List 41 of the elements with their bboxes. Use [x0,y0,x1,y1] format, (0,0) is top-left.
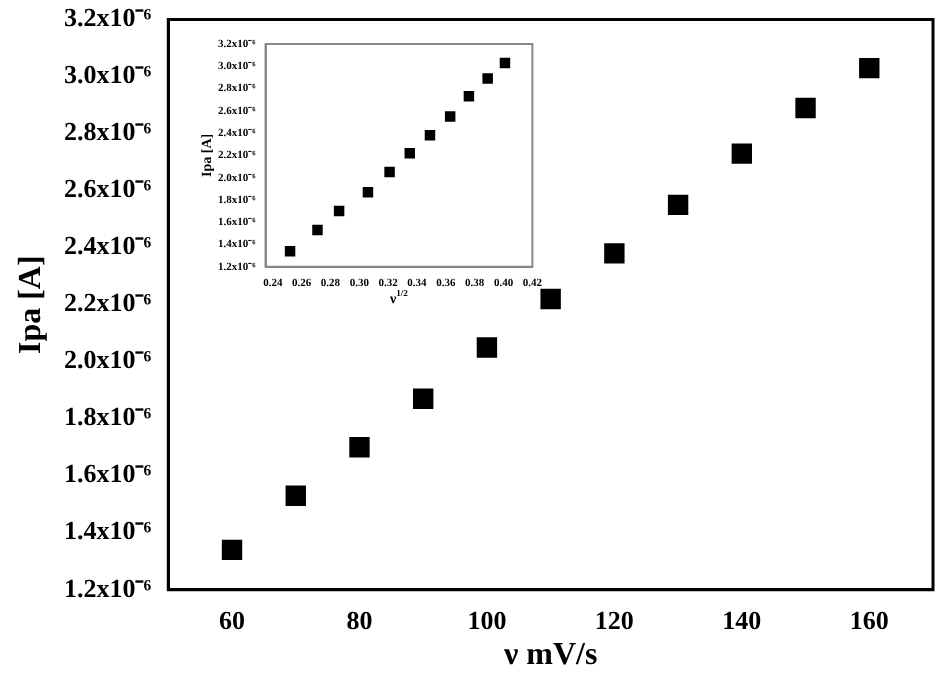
y-axis-title: Ipa [A] [14,255,49,355]
x-axis-title: ν mV/s [501,638,598,673]
y-tick-label: 3.2x10⁻⁶ [63,2,152,33]
point [482,73,493,84]
point [221,539,243,561]
point [284,245,296,257]
y-tick-label: 2.6x10⁻⁶ [63,173,152,204]
point [285,485,306,506]
point [463,91,475,102]
y-tick-label: 3.0x10⁻⁶ [63,59,152,90]
point [404,147,416,159]
x-tick-label: 120 [594,605,634,636]
point [444,111,456,122]
point [731,143,753,164]
point [859,57,880,79]
y-tick-label: 2.4x10⁻⁶ [63,230,152,261]
point [384,166,395,178]
point [476,337,498,358]
x-tick-label: 140 [722,605,762,636]
point [604,243,625,264]
point [424,130,436,141]
y-tick-label: 1.8x10⁻⁶ [63,401,152,432]
y-tick-label: 2.8x10⁻⁶ [63,116,152,147]
y-tick-label: 1.4x10⁻⁶ [63,515,152,546]
point [499,57,511,69]
point [540,288,561,310]
y-tick-label: 2.2x10⁻⁶ [63,287,152,318]
point [667,194,689,216]
y-tick-label: 1.2x10⁻⁶ [63,572,152,603]
point [362,186,374,198]
x-tick-label: 60 [219,605,246,636]
x-tick-label: 100 [467,605,507,636]
point [312,224,323,236]
y-tick-label: 1.6x10⁻⁶ [63,458,152,489]
y-tick-label: 2.0x10⁻⁶ [63,344,152,375]
x-tick-label: 80 [346,605,373,636]
point [413,388,434,409]
point [349,437,370,458]
point [795,97,816,119]
x-tick-label: 160 [849,605,889,636]
point [333,205,345,217]
